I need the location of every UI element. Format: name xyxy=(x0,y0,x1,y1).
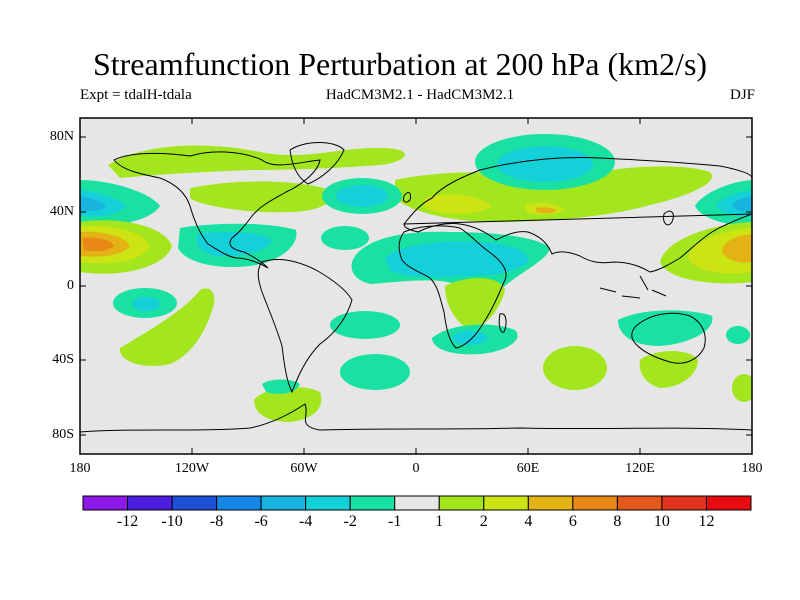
contour-negative-band xyxy=(321,226,369,250)
plot-title: Streamfunction Perturbation at 200 hPa (… xyxy=(92,46,708,82)
colorbar-tick-label: -4 xyxy=(298,513,313,530)
contour-positive-band xyxy=(639,351,698,388)
colorbar-tick-label: -6 xyxy=(254,513,268,530)
lat-label-40n: 40N xyxy=(49,204,74,219)
coastline-madagascar xyxy=(498,313,507,333)
contour-positive-band xyxy=(190,181,333,213)
contour-positive-peak xyxy=(536,207,557,214)
lon-label-60e: 60E xyxy=(516,461,540,476)
contour-positive-band xyxy=(732,374,752,402)
coastline-eurasia xyxy=(403,157,752,273)
coastline-antarctica xyxy=(80,403,752,433)
colorbar-swatch xyxy=(572,495,618,511)
colorbar-swatch xyxy=(127,495,173,511)
contour-negative-band xyxy=(340,354,410,390)
contour-positive-band xyxy=(108,145,405,178)
contour-negative-band xyxy=(262,379,300,394)
colorbar-tick-label: 12 xyxy=(698,513,715,530)
lon-label-180w: 180 xyxy=(69,461,91,476)
contour-positive-band xyxy=(445,278,505,330)
lon-label-60w: 60W xyxy=(290,461,318,476)
coastline-greenland xyxy=(289,142,345,185)
colorbar-tick-label: -12 xyxy=(116,513,139,530)
lat-label-80s: 80S xyxy=(52,427,74,442)
coastline-indonesia xyxy=(599,275,667,299)
colorbar-swatch xyxy=(483,495,529,511)
contour-negative-core xyxy=(196,232,272,257)
colorbar-swatch xyxy=(616,495,663,511)
contour-negative-core xyxy=(497,146,593,182)
colorbar-swatch xyxy=(394,495,440,511)
colorbar-tick-label: -2 xyxy=(343,513,357,530)
contour-positive-band xyxy=(254,386,322,422)
colorbar-swatch xyxy=(438,495,485,511)
contour-positive-band xyxy=(543,346,607,390)
contour-positive-core xyxy=(425,194,492,214)
contour-negative-band xyxy=(330,311,400,339)
experiment-label: Expt = tdalH-tdala xyxy=(80,87,192,103)
contour-positive-peak xyxy=(722,234,752,263)
coastline-japan xyxy=(663,210,674,226)
colorbar-swatch xyxy=(305,495,351,511)
colorbar-swatch xyxy=(349,495,396,511)
colorbar-tick-label: 10 xyxy=(653,513,670,530)
coastline-australia xyxy=(631,312,706,364)
colorbar-tick-label: 8 xyxy=(613,513,622,530)
colorbar-swatch xyxy=(171,495,218,511)
colorbar-swatch xyxy=(705,495,752,511)
lon-label-120e: 120E xyxy=(625,461,655,476)
colorbar-tick-label: -10 xyxy=(161,513,183,530)
model-label: HadCM3M2.1 - HadCM3M2.1 xyxy=(325,87,515,103)
contour-positive-band xyxy=(119,288,215,367)
lat-label-equator: 0 xyxy=(67,278,74,293)
colorbar-tick-label: -8 xyxy=(209,513,224,530)
contour-negative-band xyxy=(726,326,750,344)
contour-negative-core xyxy=(385,241,529,278)
colorbar-tick-label: 1 xyxy=(435,513,444,530)
contour-negative-core xyxy=(336,185,388,207)
lon-label-0: 0 xyxy=(412,461,420,476)
axis-ticks xyxy=(80,118,752,454)
colorbar-swatch xyxy=(216,495,262,511)
contour-positive-peak xyxy=(82,237,114,252)
contour-negative-band xyxy=(618,310,713,346)
colorbar-swatch xyxy=(661,495,707,511)
colorbar-tick-label: 2 xyxy=(479,513,488,530)
colorbar-tick-label: -1 xyxy=(388,513,402,530)
contour-negative-core xyxy=(452,331,488,345)
colorbar-swatch xyxy=(260,495,307,511)
coastlines xyxy=(80,142,752,433)
colorbar-swatch xyxy=(82,495,129,511)
colorbar-tick-label: 6 xyxy=(568,513,577,530)
colorbar xyxy=(82,495,752,511)
colorbar-swatch xyxy=(527,495,574,511)
contour-negative-peak xyxy=(732,196,752,212)
lat-label-80n: 80N xyxy=(49,129,74,144)
coastline-south-america xyxy=(257,259,353,394)
coastline-uk xyxy=(403,192,411,203)
lon-label-180e: 180 xyxy=(741,461,763,476)
season-label: DJF xyxy=(729,87,755,103)
coastline-africa xyxy=(398,225,507,349)
lat-label-40s: 40S xyxy=(52,352,74,367)
colorbar-tick-label: 4 xyxy=(524,513,533,530)
lon-label-120w: 120W xyxy=(174,461,210,476)
contour-negative-core xyxy=(132,297,160,311)
contour-negative-peak xyxy=(80,196,106,212)
coastline-north-america xyxy=(113,151,321,269)
contour-fields xyxy=(80,134,752,422)
